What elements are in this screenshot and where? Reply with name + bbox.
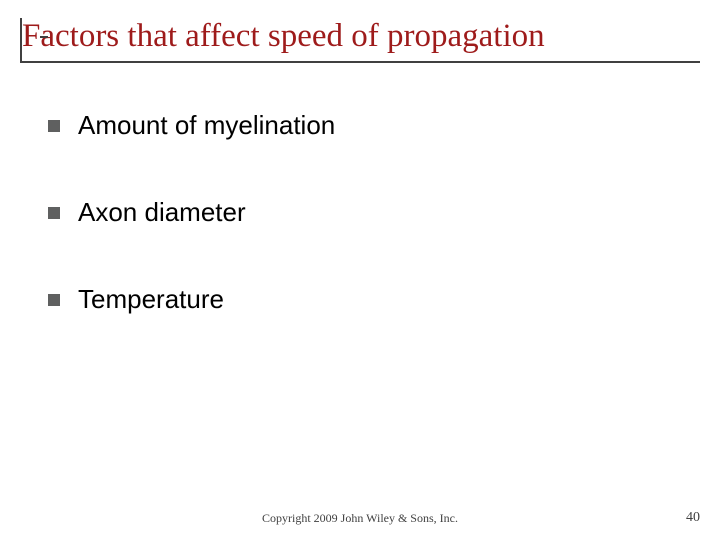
title-area: Factors that affect speed of propagation <box>20 18 700 63</box>
list-item-text: Amount of myelination <box>78 110 335 141</box>
list-item: Amount of myelination <box>48 110 668 141</box>
title-underline-box: Factors that affect speed of propagation <box>20 18 700 63</box>
bullet-icon <box>48 294 60 306</box>
slide-body: Amount of myelination Axon diameter Temp… <box>48 110 668 371</box>
bullet-icon <box>48 207 60 219</box>
list-item: Axon diameter <box>48 197 668 228</box>
slide: Factors that affect speed of propagation… <box>0 0 720 540</box>
slide-title: Factors that affect speed of propagation <box>22 18 700 55</box>
list-item: Temperature <box>48 284 668 315</box>
list-item-text: Temperature <box>78 284 224 315</box>
slide-number: 40 <box>686 510 700 526</box>
bullet-icon <box>48 120 60 132</box>
footer-copyright: Copyright 2009 John Wiley & Sons, Inc. <box>0 511 720 526</box>
list-item-text: Axon diameter <box>78 197 246 228</box>
